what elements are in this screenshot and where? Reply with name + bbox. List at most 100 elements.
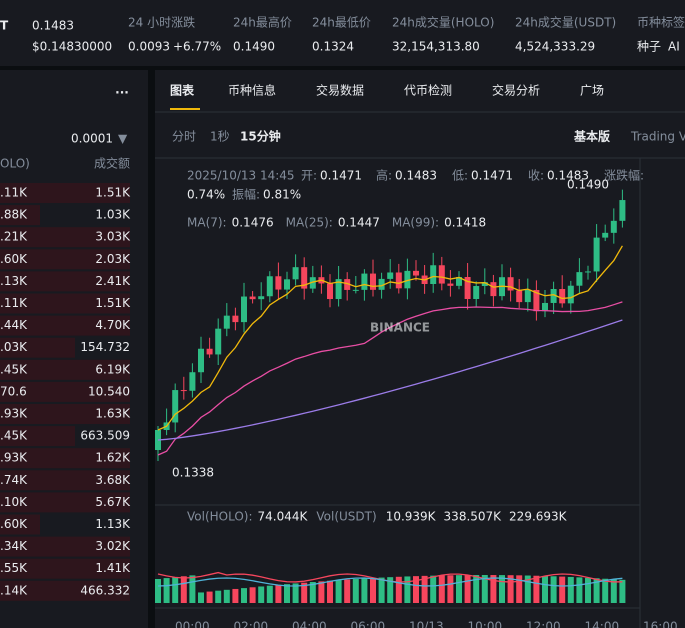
column-header: 成交额 — [94, 156, 130, 171]
row-total: 2.41K — [95, 274, 131, 288]
time-label: 00:00 — [175, 620, 210, 628]
volume-bar — [413, 576, 419, 603]
volume-bar — [404, 576, 411, 603]
time-label: 10/13 — [409, 620, 444, 628]
row-amount: .13K — [0, 274, 28, 288]
candle-body — [292, 267, 299, 280]
row-bg — [0, 271, 130, 292]
tab[interactable]: 图表 — [170, 83, 195, 98]
volume-value: 229.693K — [509, 510, 568, 524]
row-total: 1.41K — [95, 561, 131, 575]
ohlc-label: 高: — [376, 168, 392, 183]
row-bg — [0, 293, 130, 314]
candle-body — [344, 279, 351, 290]
row-total: 4.70K — [95, 318, 131, 332]
tab[interactable]: 币种信息 — [228, 83, 276, 98]
candle-body — [550, 289, 557, 303]
candle-body — [507, 277, 514, 291]
ohlc-value: 0.1471 — [320, 169, 362, 183]
row-amount: .74K — [0, 473, 28, 487]
ohlc-time: 2025/10/13 14:45 — [187, 169, 295, 183]
ohlc-value: 0.1483 — [395, 169, 437, 183]
row-amount: .11K — [0, 296, 28, 310]
volume-bar — [387, 577, 394, 603]
volume-bar — [421, 575, 428, 603]
row-total: 1.13K — [95, 517, 131, 531]
volume-bar — [249, 587, 256, 603]
candle-body — [464, 276, 471, 299]
candle-body — [266, 276, 273, 297]
mode[interactable]: Trading V — [630, 130, 685, 144]
volume-bar — [189, 575, 196, 603]
interval[interactable]: 1秒 — [210, 130, 230, 144]
tab[interactable]: 交易分析 — [492, 83, 540, 98]
interval[interactable]: 分时 — [172, 130, 196, 144]
time-label: 12:00 — [526, 620, 561, 628]
volume-bar — [524, 575, 531, 603]
volume-bar — [430, 575, 437, 603]
ma-line — [157, 245, 623, 431]
ma-line — [157, 301, 623, 456]
candle-body — [172, 390, 179, 423]
volume-bar — [619, 579, 626, 603]
ohlc-label: 收: — [528, 169, 544, 183]
precision: 0.0001 — [71, 132, 113, 146]
candle-body — [456, 276, 462, 286]
ohlc-value: 0.81% — [263, 188, 301, 202]
stat-value: 32,154,313.80 — [392, 40, 480, 54]
header-bg — [0, 0, 685, 66]
volume-bar — [464, 575, 471, 603]
ma-label: MA(7): — [187, 216, 227, 230]
volume-bar — [507, 575, 514, 603]
row-bg — [0, 514, 40, 535]
row-bg — [0, 580, 130, 601]
volume-bar — [559, 576, 566, 603]
volume-bar — [550, 576, 557, 603]
candle-body — [370, 273, 376, 290]
row-amount: .21K — [0, 230, 28, 244]
tags-label: 币种标签 — [637, 15, 685, 30]
volume-bar — [602, 578, 609, 603]
row-amount: .45K — [0, 429, 28, 443]
volume-bar — [378, 577, 385, 603]
ohlc-label: 低: — [452, 169, 468, 183]
candle-body — [232, 315, 239, 323]
mode[interactable]: 基本版 — [573, 129, 610, 144]
volume-bar — [395, 576, 402, 603]
volume-value: 338.507K — [444, 510, 503, 524]
tab-underline — [170, 108, 200, 110]
candle-body — [309, 277, 316, 289]
tab[interactable]: 代币检测 — [404, 83, 452, 98]
volume-bar — [155, 579, 161, 603]
tag: 种子 — [637, 40, 661, 54]
row-total: 2.03K — [95, 252, 131, 266]
candle-body — [524, 290, 531, 303]
volume-bar — [370, 578, 376, 603]
low-marker: 0.1338 — [172, 466, 214, 480]
volume-bar — [576, 577, 583, 603]
stat-value: 0.1324 — [312, 40, 354, 54]
volume-bar — [275, 584, 282, 603]
volume-bar — [258, 586, 265, 603]
volume-bar — [516, 575, 523, 603]
volume-bar — [327, 580, 333, 603]
candle-body — [447, 283, 454, 286]
volume-bar — [473, 575, 480, 603]
volume-bar — [292, 583, 299, 603]
ma-value: 0.1447 — [338, 216, 380, 230]
candle-body — [249, 296, 256, 300]
row-amount: .34K — [0, 539, 28, 553]
tab[interactable]: 交易数据 — [316, 83, 364, 98]
row-bg — [0, 426, 75, 447]
column-header: OLO) — [0, 157, 30, 171]
row-bg — [0, 249, 130, 270]
volume-bar — [335, 580, 342, 603]
volume-bar — [318, 581, 325, 603]
tab[interactable]: 广场 — [580, 84, 604, 98]
time-label: 10:00 — [468, 620, 503, 628]
row-total: 10.540 — [88, 384, 130, 398]
interval[interactable]: 15分钟 — [240, 129, 281, 144]
candle-body — [301, 267, 308, 289]
volume-bar — [223, 589, 230, 603]
ohlc-value: 0.74% — [187, 188, 225, 202]
